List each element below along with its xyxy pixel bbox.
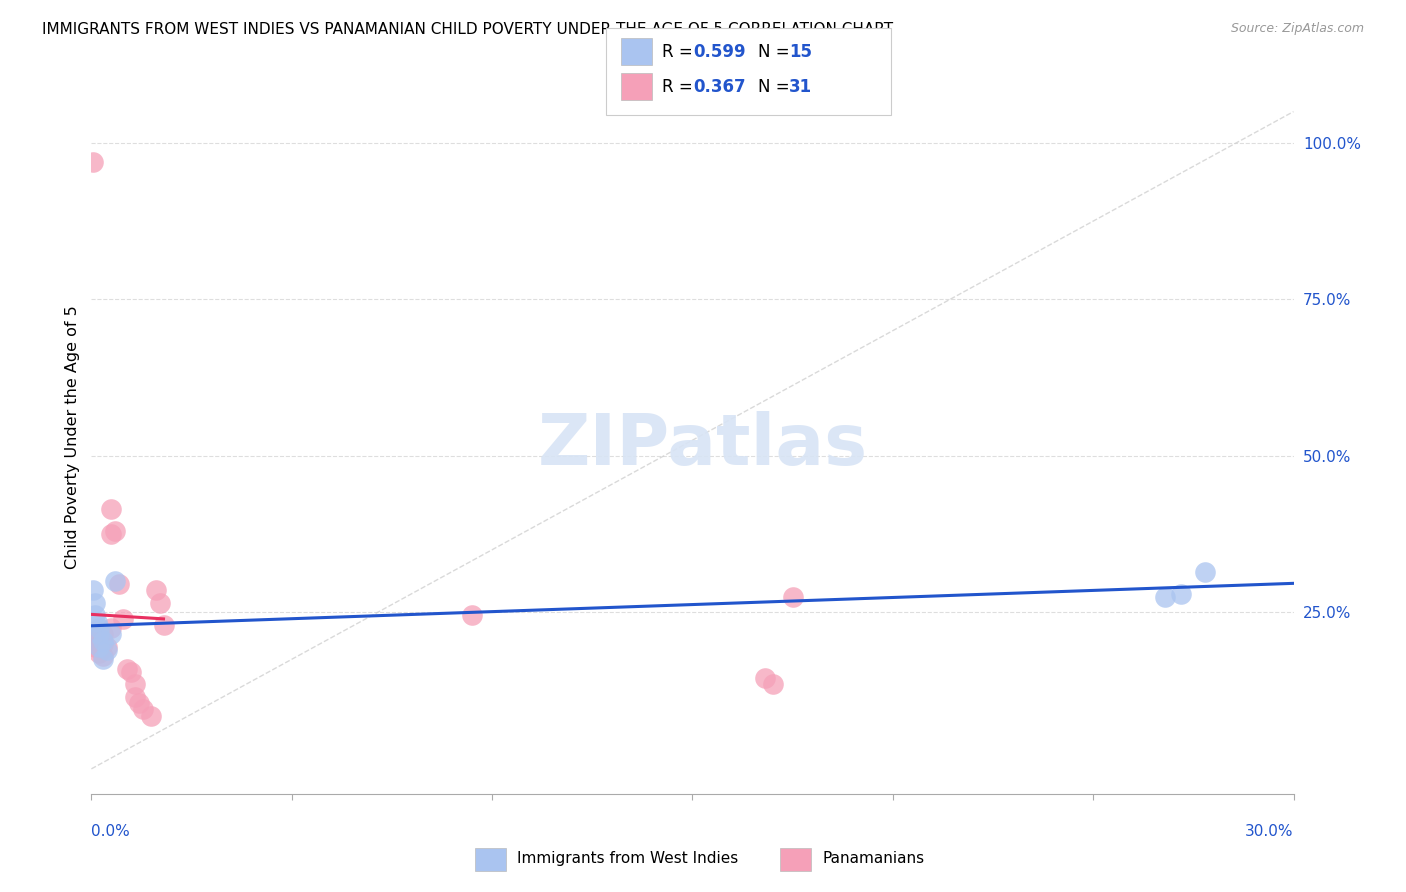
Text: Panamanians: Panamanians <box>823 851 925 865</box>
Point <box>93 627 115 641</box>
Text: R =: R = <box>662 43 699 61</box>
Point <box>104 524 127 538</box>
Point <box>112 612 135 626</box>
Point <box>145 583 167 598</box>
Point <box>152 618 174 632</box>
Text: N =: N = <box>758 78 794 95</box>
Point <box>89 646 111 660</box>
Text: Source: ZipAtlas.com: Source: ZipAtlas.com <box>1230 22 1364 36</box>
Point <box>93 637 115 651</box>
Point <box>1194 565 1216 579</box>
Point <box>121 665 143 679</box>
Point <box>124 677 146 691</box>
Point <box>100 627 122 641</box>
Point <box>84 624 107 639</box>
Point <box>128 696 150 710</box>
Point <box>141 708 163 723</box>
Text: N =: N = <box>758 43 794 61</box>
Point <box>782 590 804 604</box>
Point <box>82 583 104 598</box>
Point <box>1154 590 1177 604</box>
Point <box>84 640 107 654</box>
Text: R =: R = <box>662 78 699 95</box>
Text: ZIPatlas: ZIPatlas <box>538 411 868 481</box>
Point <box>1170 586 1192 600</box>
Point <box>82 154 104 169</box>
Point <box>89 640 111 654</box>
Point <box>132 702 155 716</box>
Point <box>124 690 146 704</box>
Point <box>89 631 111 645</box>
Point <box>93 633 115 648</box>
Point <box>93 649 115 664</box>
Text: Immigrants from West Indies: Immigrants from West Indies <box>517 851 738 865</box>
Point <box>89 627 111 641</box>
Y-axis label: Child Poverty Under the Age of 5: Child Poverty Under the Age of 5 <box>65 305 80 569</box>
Point <box>100 527 122 541</box>
Point <box>84 596 107 610</box>
Point <box>100 621 122 635</box>
Point <box>148 596 170 610</box>
Point <box>89 640 111 654</box>
Point <box>86 615 108 629</box>
Point <box>84 608 107 623</box>
Point <box>96 643 118 657</box>
Point <box>461 608 484 623</box>
Point <box>100 502 122 516</box>
Point <box>108 577 131 591</box>
Text: 0.367: 0.367 <box>693 78 745 95</box>
Point <box>762 677 785 691</box>
Text: IMMIGRANTS FROM WEST INDIES VS PANAMANIAN CHILD POVERTY UNDER THE AGE OF 5 CORRE: IMMIGRANTS FROM WEST INDIES VS PANAMANIA… <box>42 22 893 37</box>
Point <box>104 574 127 588</box>
Point <box>86 633 108 648</box>
Text: 0.0%: 0.0% <box>91 824 131 838</box>
Point <box>96 640 118 654</box>
Point <box>117 662 139 676</box>
Point <box>754 671 776 685</box>
Point <box>89 621 111 635</box>
Point <box>93 652 115 666</box>
Text: 30.0%: 30.0% <box>1246 824 1294 838</box>
Text: 31: 31 <box>789 78 811 95</box>
Text: 15: 15 <box>789 43 811 61</box>
Text: 0.599: 0.599 <box>693 43 745 61</box>
